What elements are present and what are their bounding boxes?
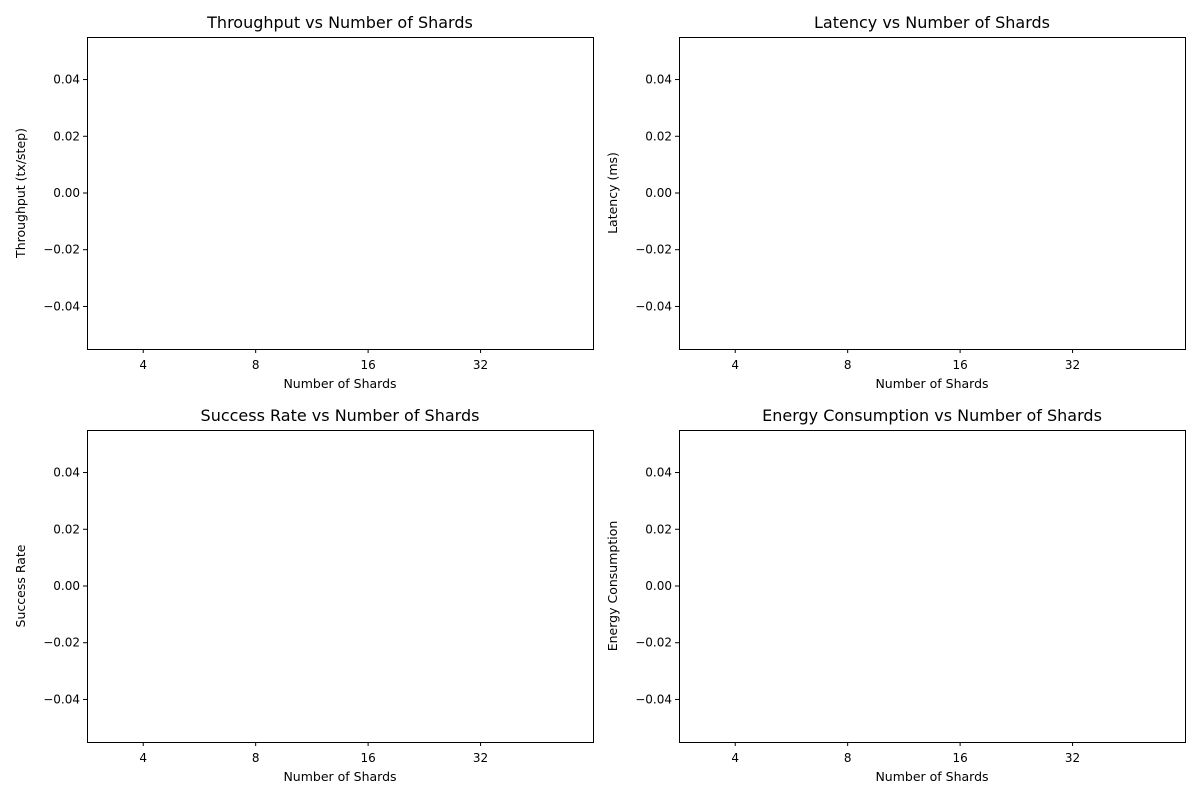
y-axis-label: Throughput (tx/step) bbox=[13, 128, 28, 259]
y-axis-label: Latency (ms) bbox=[605, 152, 620, 234]
subplot-2: Latency vs Number of Shards −0.04 −0.02 0.0… bbox=[605, 13, 1186, 391]
subplot-1: Throughput vs Number of Shards −0.04 −0.02… bbox=[13, 13, 594, 391]
x-tick-label: 4 bbox=[731, 358, 739, 372]
x-tick-label: 16 bbox=[952, 751, 967, 765]
plot-area bbox=[87, 37, 594, 350]
x-tick-label: 8 bbox=[252, 751, 260, 765]
x-tick-label: 16 bbox=[360, 358, 375, 372]
plot-area bbox=[679, 430, 1186, 743]
x-tick-label: 4 bbox=[139, 751, 147, 765]
y-tick-label: 0.00 bbox=[645, 186, 672, 200]
x-tick-label: 16 bbox=[952, 358, 967, 372]
x-tick-label: 32 bbox=[473, 751, 488, 765]
x-axis-label: Number of Shards bbox=[875, 769, 988, 784]
x-tick-label: 8 bbox=[844, 751, 852, 765]
y-tick-label: 0.00 bbox=[53, 186, 80, 200]
x-tick-label: 8 bbox=[252, 358, 260, 372]
x-tick-label: 4 bbox=[731, 751, 739, 765]
chart-title: Energy Consumption vs Number of Shards bbox=[762, 406, 1102, 425]
y-tick-label: −0.04 bbox=[635, 692, 672, 706]
x-tick-label: 8 bbox=[844, 358, 852, 372]
chart-title: Latency vs Number of Shards bbox=[814, 13, 1050, 32]
y-tick-label: −0.02 bbox=[43, 243, 80, 257]
x-tick-label: 16 bbox=[360, 751, 375, 765]
x-tick-label: 32 bbox=[1065, 358, 1080, 372]
plot-area bbox=[87, 430, 594, 743]
y-tick-label: 0.00 bbox=[53, 579, 80, 593]
x-tick-label: 32 bbox=[1065, 751, 1080, 765]
y-tick-label: −0.04 bbox=[43, 692, 80, 706]
x-tick-label: 32 bbox=[473, 358, 488, 372]
y-axis-label: Energy Consumption bbox=[605, 521, 620, 652]
y-tick-label: −0.02 bbox=[43, 636, 80, 650]
subplot-4: Energy Consumption vs Number of Shards −0… bbox=[605, 406, 1186, 784]
plot-area bbox=[679, 37, 1186, 350]
y-tick-label: 0.04 bbox=[53, 73, 80, 87]
y-tick-label: −0.02 bbox=[635, 243, 672, 257]
chart-title: Throughput vs Number of Shards bbox=[206, 13, 473, 32]
y-tick-label: 0.02 bbox=[645, 129, 672, 143]
x-axis-label: Number of Shards bbox=[283, 376, 396, 391]
chart-title: Success Rate vs Number of Shards bbox=[201, 406, 480, 425]
x-tick-label: 4 bbox=[139, 358, 147, 372]
x-axis-label: Number of Shards bbox=[875, 376, 988, 391]
y-tick-label: −0.02 bbox=[635, 636, 672, 650]
y-tick-label: 0.04 bbox=[645, 73, 672, 87]
y-tick-label: −0.04 bbox=[43, 299, 80, 313]
y-axis-label: Success Rate bbox=[13, 544, 28, 627]
x-axis-label: Number of Shards bbox=[283, 769, 396, 784]
y-tick-label: 0.04 bbox=[645, 466, 672, 480]
y-tick-label: 0.02 bbox=[53, 522, 80, 536]
y-tick-label: 0.04 bbox=[53, 466, 80, 480]
y-tick-label: −0.04 bbox=[635, 299, 672, 313]
y-tick-label: 0.02 bbox=[53, 129, 80, 143]
y-tick-label: 0.02 bbox=[645, 522, 672, 536]
subplot-3: Success Rate vs Number of Shards −0.04 −0.… bbox=[13, 406, 594, 784]
y-tick-label: 0.00 bbox=[645, 579, 672, 593]
